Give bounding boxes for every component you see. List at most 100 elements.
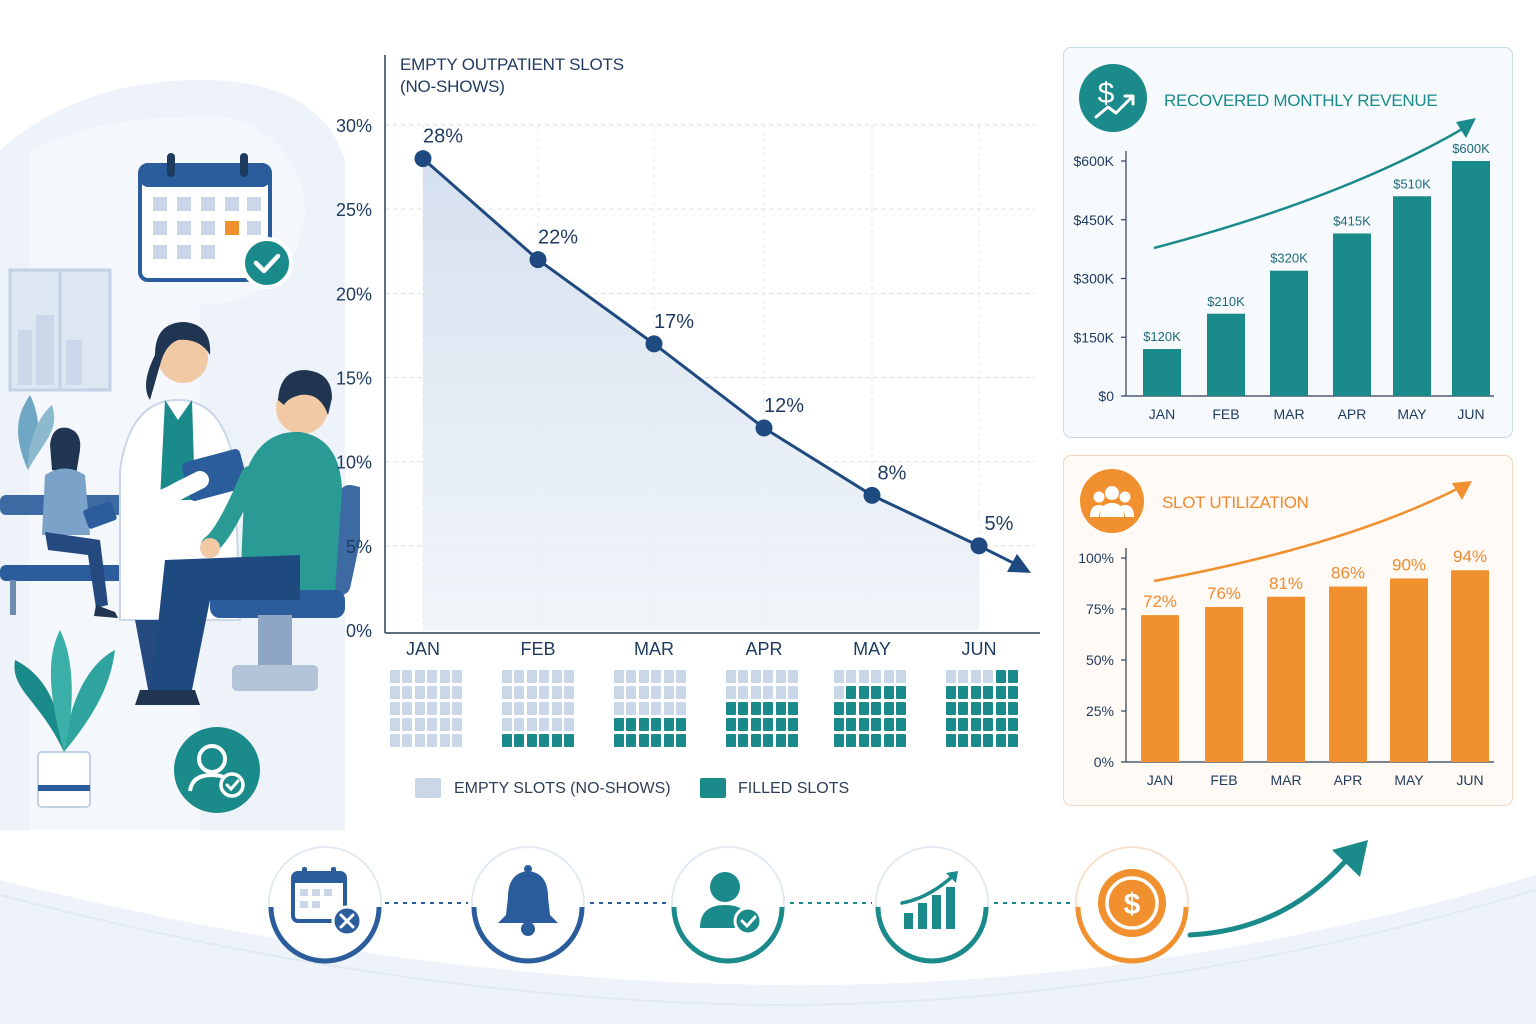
slot-cell — [614, 686, 624, 699]
line-data-label: 22% — [538, 227, 578, 249]
slot-cell — [834, 702, 844, 715]
slot-cell — [858, 718, 869, 731]
revenue-bar-chart: $0 $150K $300K $450K $600K $120K JAN $210K FEB $3… — [1074, 118, 1494, 422]
svg-text:$: $ — [1098, 77, 1115, 110]
bar-data-label: $120K — [1143, 329, 1181, 344]
line-point — [863, 486, 881, 504]
slot-cell — [390, 670, 400, 683]
slot-cell — [738, 718, 749, 731]
slot-cell — [539, 734, 550, 747]
bar-data-label: $600K — [1452, 141, 1490, 156]
slot-cell — [451, 702, 462, 715]
slot-cell — [390, 686, 400, 699]
slot-cell — [995, 702, 1006, 715]
line-x-tick-label: JUN — [962, 639, 997, 659]
line-data-label: 8% — [878, 462, 907, 484]
slot-cell — [775, 718, 786, 731]
bar — [1207, 313, 1245, 396]
slot-cell — [995, 734, 1006, 747]
slot-cell — [983, 702, 994, 715]
slot-cell — [846, 702, 857, 715]
line-x-tick-label: MAR — [634, 639, 674, 659]
slot-cell — [675, 686, 686, 699]
slot-cell — [514, 702, 525, 715]
slot-cell — [414, 686, 425, 699]
line-chart-title: EMPTY OUTPATIENT SLOTS (NO-SHOWS) — [400, 54, 624, 98]
bar-x-tick-label: MAY — [1394, 772, 1424, 788]
slot-cell — [638, 702, 649, 715]
slot-cell — [614, 670, 624, 683]
slot-cell — [651, 718, 662, 731]
bar — [1390, 578, 1428, 762]
line-series-no-shows — [422, 157, 980, 548]
slot-cell — [626, 702, 637, 715]
line-chart-title-line-2: (NO-SHOWS) — [400, 77, 505, 96]
slot-cell — [1007, 718, 1018, 731]
bar-x-tick-label: JAN — [1149, 406, 1175, 422]
revenue-panel-title: RECOVERED MONTHLY REVENUE — [1164, 91, 1438, 110]
bar-y-tick-label: 50% — [1086, 652, 1114, 668]
slot-grid — [502, 670, 574, 748]
slot-cell — [526, 702, 537, 715]
bar — [1270, 270, 1308, 396]
slot-cell — [390, 718, 400, 731]
slot-cell — [834, 718, 844, 731]
process-step-user-check — [670, 843, 786, 967]
slot-cell — [514, 686, 525, 699]
slot-cell — [638, 686, 649, 699]
slot-cell — [427, 718, 438, 731]
line-data-label: 5% — [985, 513, 1014, 535]
slot-cell — [563, 718, 574, 731]
slot-cell — [551, 670, 562, 683]
legend-swatch-filled — [700, 778, 726, 798]
slot-cell — [858, 686, 869, 699]
slot-cell — [626, 686, 637, 699]
slot-cell — [451, 734, 462, 747]
slot-cell — [614, 718, 624, 731]
slot-cell — [846, 670, 857, 683]
bar-x-tick-label: JUN — [1457, 406, 1484, 422]
slot-cell — [675, 718, 686, 731]
line-x-tick-label: MAY — [853, 639, 891, 659]
slot-cell — [946, 670, 956, 683]
slot-cell — [439, 734, 450, 747]
slot-cell — [427, 702, 438, 715]
bar — [1393, 196, 1431, 396]
bar-x-tick-label: JAN — [1147, 772, 1173, 788]
slot-cell — [427, 670, 438, 683]
slot-cell — [895, 686, 906, 699]
slot-cell — [439, 670, 450, 683]
slot-cell — [1007, 734, 1018, 747]
utilization-panel: SLOT UTILIZATION 0% 25% 50% 75% 100% 72% JAN 76… — [1063, 455, 1513, 806]
bar-data-label: 81% — [1269, 574, 1303, 593]
no-show-line-chart: 0% 5% 10% 15% 20% 25% 30% 28% JAN 22% FEB 17% MAR 12%… — [336, 55, 1040, 659]
bar-y-tick-label: $150K — [1074, 329, 1115, 345]
slot-cell — [775, 734, 786, 747]
slot-cell — [390, 734, 400, 747]
bar — [1141, 615, 1179, 762]
line-area — [423, 158, 979, 630]
slot-cell — [883, 718, 894, 731]
line-y-tick-label: 25% — [336, 200, 372, 220]
slot-cell — [675, 734, 686, 747]
legend-label-filled: FILLED SLOTS — [738, 780, 850, 797]
slot-cell — [414, 670, 425, 683]
slot-cell — [834, 670, 844, 683]
bar — [1205, 606, 1243, 762]
slot-cell — [895, 734, 906, 747]
slot-cell — [402, 718, 413, 731]
slot-cell — [514, 734, 525, 747]
bar — [1452, 161, 1490, 396]
slot-cell — [871, 702, 882, 715]
slot-cell — [638, 734, 649, 747]
slot-cell — [846, 686, 857, 699]
slot-cell — [402, 734, 413, 747]
line-y-tick-label: 30% — [336, 116, 372, 136]
line-x-tick-label: FEB — [520, 639, 555, 659]
slot-cell — [390, 702, 400, 715]
trend-arrow-head — [1456, 118, 1476, 138]
slot-cell — [402, 686, 413, 699]
line-y-tick-label: 15% — [336, 369, 372, 389]
bar-data-label: 76% — [1207, 584, 1241, 603]
